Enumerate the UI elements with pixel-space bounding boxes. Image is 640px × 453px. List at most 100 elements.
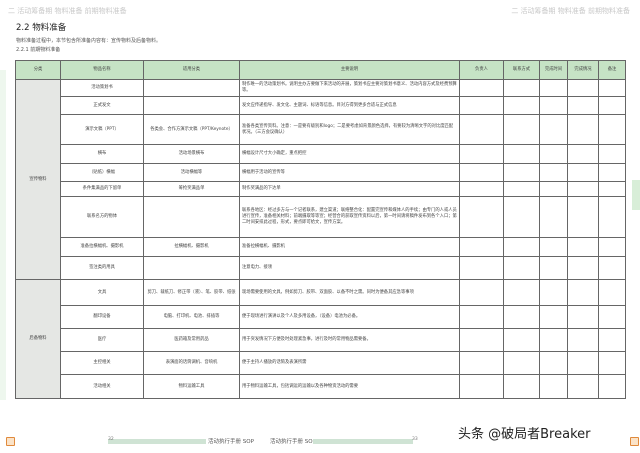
empty-cell (459, 163, 504, 182)
description-cell: 横幅设计尺寸大小确定，重点把控 (239, 144, 460, 164)
table-row: （贴纸）横幅 活动横幅等 横幅用于活动的宣传等 (16, 163, 626, 182)
empty-cell (567, 279, 599, 306)
empty-cell (539, 237, 568, 257)
empty-cell (567, 351, 599, 375)
empty-cell (539, 163, 568, 182)
page-number-right: 33 (412, 437, 418, 442)
table-row: 正式发文 发文应传递指导、发文化、主题词、标语等信息。目对方得到更多合适与正式信息 (16, 96, 626, 115)
empty-cell (459, 196, 504, 238)
empty-cell (539, 374, 568, 399)
item-name-cell: 横布 (60, 144, 144, 164)
empty-cell (459, 79, 504, 97)
table-row: 医疗 医药箱及常用药品 用于突发情况下方便及时处理紧急事，进行及时的常用物品需要备。 (16, 328, 626, 352)
item-name-cell: 条件集满品的下留单 (60, 181, 144, 197)
description-cell: 准备各类宣传资料。注意：一是要有级别和logo；二是要考虑如背景颜色选择，有要较… (239, 114, 460, 145)
item-name-cell: （贴纸）横幅 (60, 163, 144, 182)
right-decoration (632, 180, 640, 210)
page-marker-icon (630, 437, 639, 446)
table-row: 翻印设备 电脑、打印机、电池、排插等 便于现场进行演讲以及个人及多用设备，（设备）电… (16, 305, 626, 329)
table-row: 宣传物料 活动策划书 制作唯一的活动策划书。说明主办方要做下来活动的开展，策划书应主… (15, 79, 626, 280)
empty-cell (459, 328, 504, 352)
footer-bar-right (313, 439, 413, 444)
left-decoration (0, 70, 6, 400)
empty-cell (598, 79, 626, 97)
empty-cell (567, 196, 599, 238)
usage-cell: 活动横幅等 (143, 163, 240, 182)
empty-cell (598, 144, 626, 164)
subsection-title: 2.2.1 前期物料准备 (16, 47, 61, 53)
item-name-cell: 签注类的用具 (60, 256, 144, 280)
empty-cell (567, 114, 599, 145)
empty-cell (598, 96, 626, 115)
table-row: 演示文稿（PPT） 各类会、合作方演示文稿（PPT/Keynote） 准备各类宣传资… (16, 114, 626, 145)
item-name-cell: 正式发文 (60, 96, 144, 115)
materials-table: 分类 物品名称 适用分类 主要说明 负责人 联系方式 完成时间 完成情况 备注 宣传物料 活动策划… (15, 60, 626, 399)
empty-cell (539, 144, 568, 164)
empty-cell (503, 256, 540, 280)
column-header: 物品名称 (60, 60, 144, 80)
empty-cell (598, 351, 626, 375)
empty-cell (503, 144, 540, 164)
column-header: 负责人 (459, 60, 504, 80)
empty-cell (567, 374, 599, 399)
table-row: 横布 活动场景横布 横幅设计尺寸大小确定，重点把控 (16, 144, 626, 164)
empty-cell (503, 196, 540, 238)
description-cell: 发文应传递指导、发文化、主题词、标语等信息。目对方得到更多合适与正式信息 (239, 96, 460, 115)
item-name-cell: 翻印设备 (60, 305, 144, 329)
empty-cell (459, 279, 504, 306)
empty-cell (459, 181, 504, 197)
empty-cell (567, 96, 599, 115)
table-row: 活动相关 物料运输工具 用于物料运输工具，包括调运的运输以及各种物资活动的需要 (16, 374, 626, 399)
empty-cell (503, 181, 540, 197)
description-cell: 现场需要使用的文具，例如剪刀、胶带、双面胶、以备不时之需。同时为便备其应急等事项 (239, 279, 460, 306)
category-cell: 后备物料 (15, 279, 61, 399)
table-row: 主控相关 表演面的话筒调机、音响机 便于主持人播放的话筒及表演所需 (16, 351, 626, 375)
table-row: 联系名方的物体 联系各地区：经过多方与一个记者联系，建立渠道；联络整合化：配置完宣… (16, 196, 626, 238)
table-row: 准备拉横幅机、摄影机 拉横幅机、摄影机 准备拉横幅机、摄影机 (16, 237, 626, 257)
empty-cell (598, 196, 626, 238)
empty-cell (567, 328, 599, 352)
empty-cell (598, 256, 626, 280)
usage-cell (143, 256, 240, 280)
description-cell: 制作唯一的活动策划书。说明主办方要做下来活动的开展，策划书应主要对策划书意义、活… (239, 79, 460, 97)
table-row: 条件集满品的下留单 筹抢奖满品单 制作奖满品的下达单 (16, 181, 626, 197)
empty-cell (539, 96, 568, 115)
empty-cell (503, 351, 540, 375)
empty-cell (459, 96, 504, 115)
description-cell: 便于主持人播放的话筒及表演所需 (239, 351, 460, 375)
empty-cell (567, 181, 599, 197)
usage-cell (143, 196, 240, 238)
empty-cell (539, 181, 568, 197)
running-header-left: 二 活动筹备期 物料准备 前期物料准备 (8, 7, 127, 15)
empty-cell (567, 256, 599, 280)
column-header: 完成时间 (539, 60, 568, 80)
empty-cell (503, 79, 540, 97)
description-cell: 联系各地区：经过多方与一个记者联系，建立渠道；联络整合化：配置完宣传和媒体人的手… (239, 196, 460, 238)
usage-cell: 医药箱及常用药品 (143, 328, 240, 352)
description-cell: 制作奖满品的下达单 (239, 181, 460, 197)
description-cell: 用于物料运输工具，包括调运的运输以及各种物资活动的需要 (239, 374, 460, 399)
empty-cell (503, 114, 540, 145)
category-cell: 宣传物料 (15, 79, 61, 280)
empty-cell (539, 256, 568, 280)
watermark: 头条 @破局者Breaker (458, 427, 591, 442)
running-header-right: 二 活动筹备期 物料准备 前期物料准备 (511, 7, 630, 15)
footer-text-left: 活动执行手册 SOP (208, 439, 254, 445)
empty-cell (598, 374, 626, 399)
empty-cell (598, 181, 626, 197)
table-row: 签注类的用具 注意电力、接领 (16, 256, 626, 280)
column-header: 联系方式 (503, 60, 540, 80)
empty-cell (459, 305, 504, 329)
column-header: 适用分类 (143, 60, 240, 80)
page-number-left: 32 (108, 437, 114, 442)
empty-cell (567, 305, 599, 329)
table-header-row: 分类 物品名称 适用分类 主要说明 负责人 联系方式 完成时间 完成情况 备注 (15, 60, 626, 80)
intro-text: 物料准备过程中，本节包含所准备内容有：宣传物料及后备物料。 (16, 38, 162, 44)
empty-cell (598, 237, 626, 257)
usage-cell (143, 79, 240, 97)
usage-cell: 表演面的话筒调机、音响机 (143, 351, 240, 375)
empty-cell (503, 328, 540, 352)
empty-cell (459, 144, 504, 164)
item-name-cell: 准备拉横幅机、摄影机 (60, 237, 144, 257)
footer-text-right: 活动执行手册 SOP (270, 439, 316, 445)
